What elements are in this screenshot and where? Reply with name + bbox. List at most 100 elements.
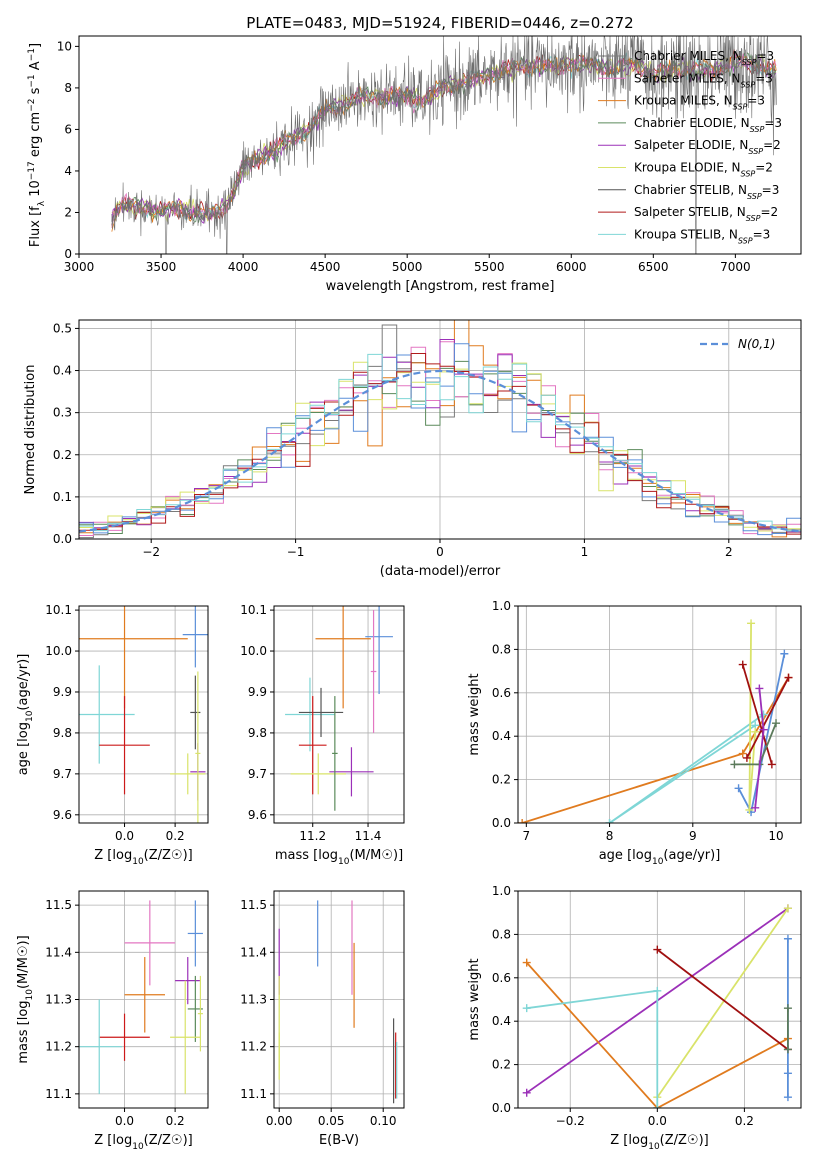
legend-entry: Salpeter ELODIE, NSSP=2 [634,138,781,156]
y-tick-label: 0.2 [492,773,511,787]
chart-residuals: −2 −1 0 1 2 0.0 0.1 0.2 0.3 0.4 0.5 (data-model)/er… [23,319,802,579]
legend-tail: =3 [753,227,771,241]
x-tick-label: 6500 [638,260,669,274]
chart-mass_vs_EBV: 0.00 0.05 0.10 11.1 11.2 11.3 11.4 11.5 E(B-V) [240,890,405,1148]
y-tick-label: 9.6 [248,808,267,822]
label-part: log [318,848,338,863]
spectrum-model-kroupa-elodie [111,54,777,222]
weight-marker [783,1093,792,1102]
errorbar-point [332,696,338,811]
y-axis-label: Flux [fλ 10−17 erg cm−2 s−1 A−1] [27,43,47,247]
legend-entry: Kroupa STELIB, NSSP=3 [634,227,770,245]
errorbar-point [99,1013,150,1061]
label-part: 10 [648,1142,660,1152]
legend-entry: Chabrier ELODIE, NSSP=3 [634,116,782,133]
errorbar-point [315,606,371,709]
y-tick-label: 11.4 [45,945,72,959]
y-tick-label: 9.7 [53,767,72,781]
x-tick-label: 5000 [392,260,423,274]
weight-marker [653,1104,662,1108]
y-tick-label: 0.4 [492,729,511,743]
legend-label: Salpeter MILES, N [634,71,741,85]
weight-marker [783,1004,792,1013]
label-part: log [632,848,652,863]
x-tick-label: 0.05 [318,1114,345,1128]
weight-series-line [526,961,789,1108]
errorbar-point [124,957,165,1033]
legend-entry: Kroupa ELODIE, NSSP=2 [634,161,773,179]
y-tick-label: 0.0 [492,1101,511,1115]
x-tick-label: −2 [142,545,160,559]
legend-label: Kroupa STELIB, N [634,227,738,241]
x-axis-label: wavelength [Angstrom, rest frame] [326,279,555,294]
y-tick-label: 0.8 [492,927,511,941]
y-tick-label: 8 [64,81,72,95]
chart-age_vs_Z: 0.0 0.29.69.79.89.910.010.1Z [log10(Z/Z☉)… [16,603,209,867]
label-part: age [ [599,848,632,863]
y-tick-label: 0.4 [53,364,72,378]
x-tick-label: 1 [581,545,589,559]
chart-mass_vs_Z: 0.0 0.211.111.211.311.411.5Z [log10(Z/Z☉)… [16,890,209,1152]
label-part: Z [ [94,1133,112,1148]
y-tick-label: 0.5 [53,321,72,335]
legend-sub: SSP [738,236,753,245]
label-part: (Z/Z☉)] [144,848,193,863]
legend-tail: =3 [764,116,782,130]
x-tick-label: 3500 [146,260,177,274]
legend-sub: SSP [742,58,757,67]
y-tick-label: 0 [64,247,72,261]
label-part: −1 [27,48,37,61]
y-tick-label: 0.6 [492,971,511,985]
label-part: mass weight [467,673,482,755]
weight-marker [518,819,527,823]
y-tick-label: 0.0 [492,816,511,830]
y-axis-label: mass weight [467,673,482,755]
x-tick-label: 0.0 [648,1114,667,1128]
x-axis-label: Z [log10(Z/Z☉)] [94,1133,192,1152]
residual-legend: N(0,1) [700,337,775,351]
y-tick-label: 9.9 [53,685,72,699]
y-tick-label: 0.0 [53,532,72,546]
errorbar-point [170,980,201,1094]
label-part: Z [ [610,1133,628,1148]
x-tick-label: 0.2 [166,829,185,843]
x-tick-label: 11.4 [355,829,382,843]
weight-marker [772,719,781,728]
legend-tail: =2 [755,161,773,175]
plot-area [79,320,801,539]
label-part: wavelength [Angstrom, rest frame] [326,279,555,294]
label-part: Z [ [94,848,112,863]
weight-marker [783,1069,792,1078]
weight-marker [784,673,793,682]
plot-area [274,891,404,1108]
x-tick-label: 0 [436,545,444,559]
weight-series-line [526,989,659,1108]
axes-frame [517,605,802,824]
legend-sub: SSP [741,80,756,89]
y-tick-label: 10.1 [240,603,267,617]
legend-sub: SSP [750,124,765,133]
y-axis-label: Normed distribution [23,365,38,495]
y-tick-label: 10.1 [45,603,72,617]
y-tick-label: 9.9 [248,685,267,699]
spectrum-data-line [111,36,777,254]
plot-area [274,606,404,823]
axes-frame [517,890,802,1109]
label-part: (M/M☉)] [16,935,31,989]
legend-tail: =2 [763,138,781,152]
legend-sub: SSP [733,102,748,111]
label-part: (Z/Z☉)] [144,1133,193,1148]
axes-frame [78,605,209,824]
label-part: 10 [132,1142,144,1152]
plot-area [518,606,801,823]
y-tick-label: 0.3 [53,406,72,420]
plot-area [79,891,208,1108]
weight-marker [730,760,739,769]
y-tick-label: 11.4 [240,945,267,959]
x-tick-label: 0.00 [266,1114,293,1128]
y-tick-label: 9.7 [248,767,267,781]
y-tick-label: 10.0 [45,644,72,658]
label-part: log [112,1133,132,1148]
weight-marker [738,660,747,669]
